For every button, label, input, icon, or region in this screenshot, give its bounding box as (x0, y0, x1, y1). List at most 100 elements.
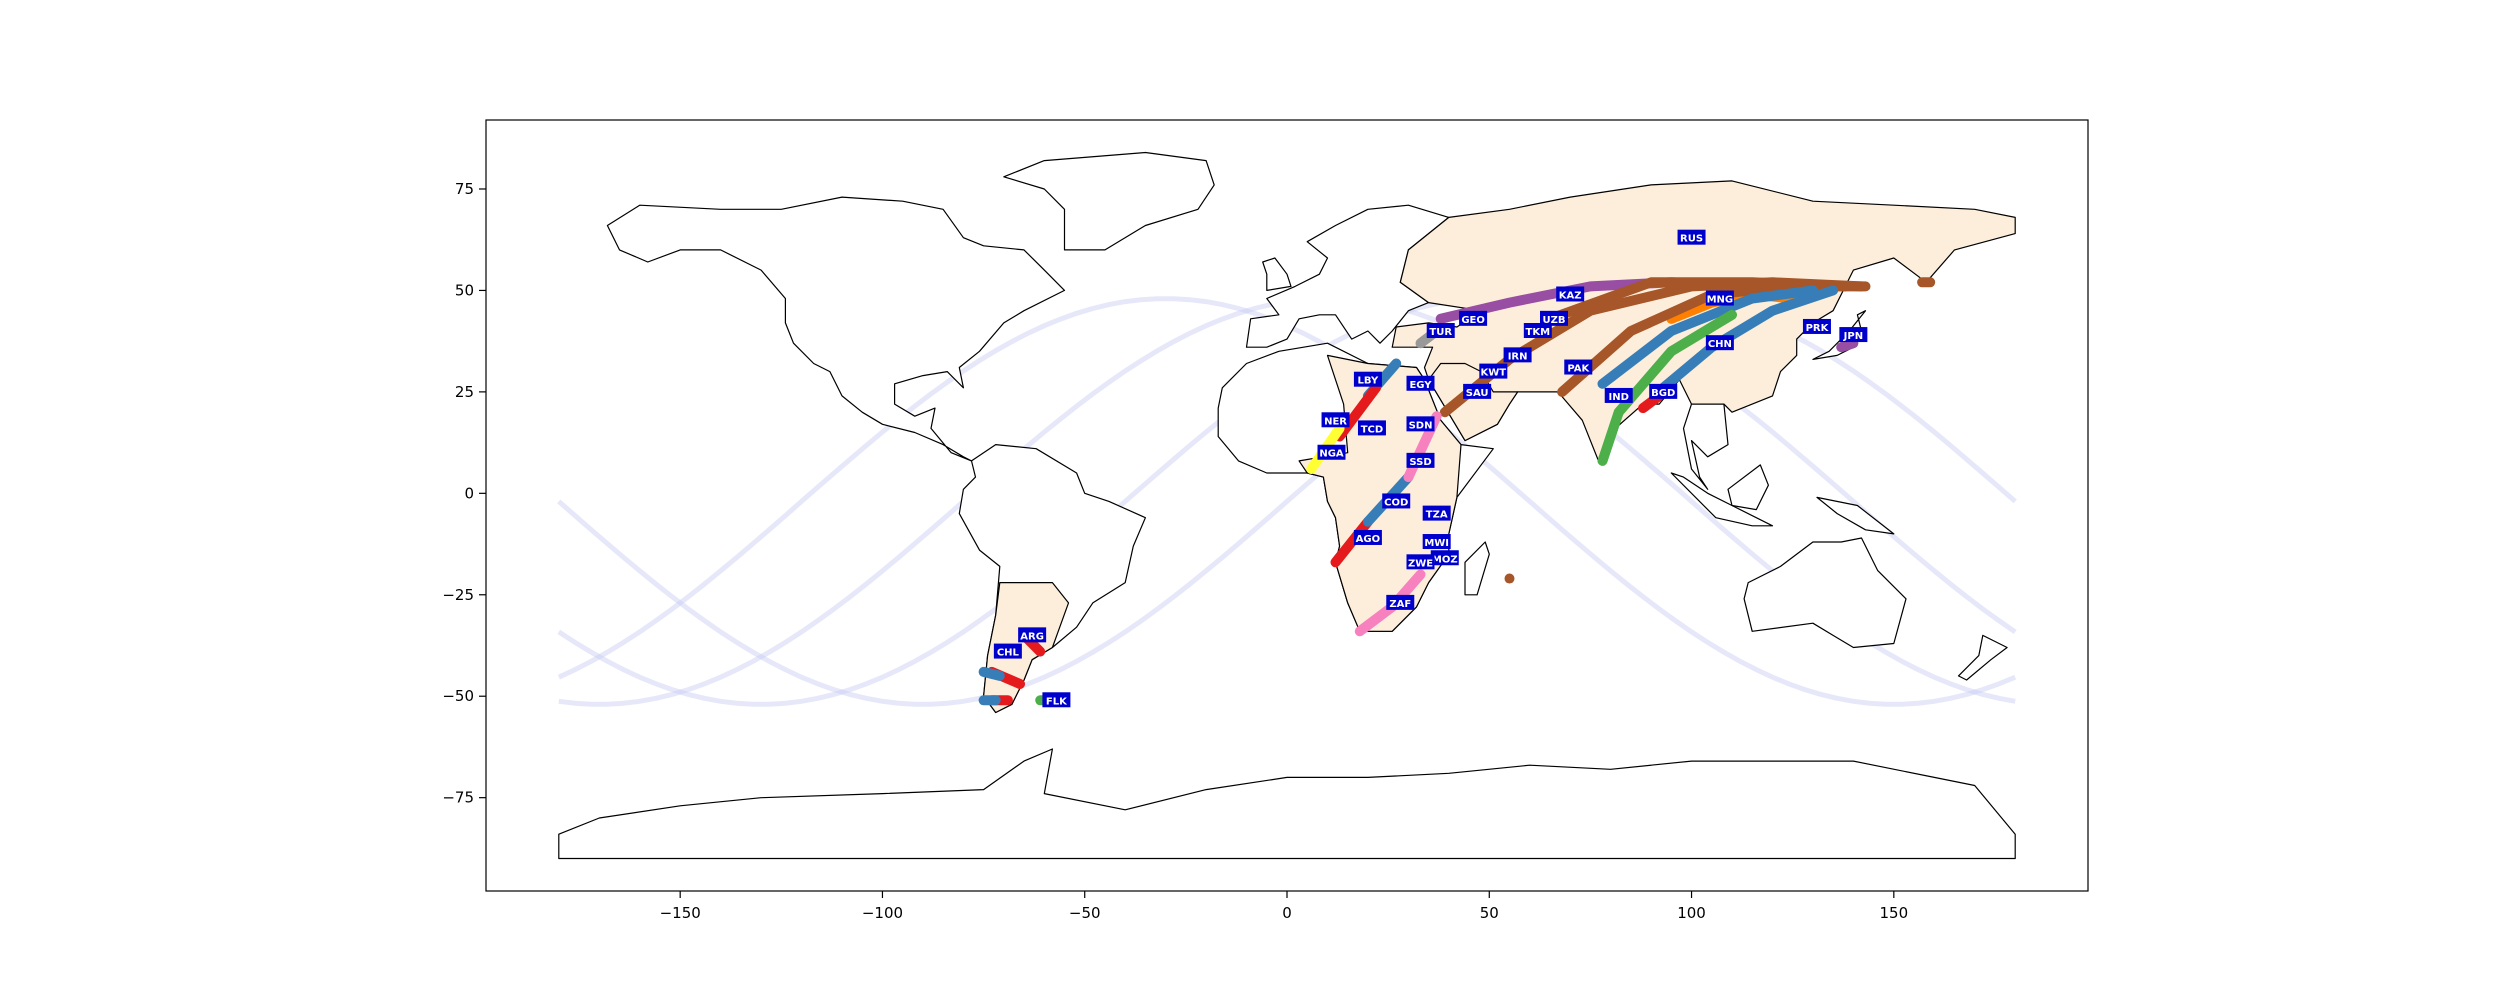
route-line (1597, 309, 1737, 466)
country-label: LBY (1353, 371, 1382, 387)
x-tick-label: 50 (1480, 904, 1499, 922)
country-label-box (1705, 335, 1734, 351)
x-tick-label: 0 (1282, 904, 1292, 922)
country-label-box (1317, 444, 1346, 460)
y-tick-label: 0 (464, 484, 474, 502)
new-guinea-landmass (1816, 496, 1895, 535)
country-label: KWT (1479, 363, 1508, 379)
country-code-text: COD (1384, 497, 1408, 508)
country-label: NER (1321, 412, 1350, 428)
country-label: TZA (1422, 505, 1451, 521)
y-tick-label: 75 (455, 180, 474, 198)
indonesia-landmass (1670, 472, 1774, 527)
country-label-box (1357, 420, 1386, 436)
country-label-box (1459, 310, 1488, 326)
country-label-box (1422, 534, 1451, 550)
country-label-box (1677, 229, 1706, 245)
country-label: IND (1604, 387, 1633, 403)
country-label: ARG (1018, 627, 1047, 643)
antarctica-landmass (558, 748, 2016, 860)
country-label: IRN (1503, 347, 1532, 363)
country-code-text: TKM (1526, 327, 1551, 338)
route-point (1504, 573, 1515, 584)
country-label-box (1353, 529, 1382, 545)
country-label-box (1540, 310, 1568, 326)
y-tick-label: 50 (455, 281, 474, 299)
country-code-text: EGY (1409, 380, 1432, 391)
country-label: SSD (1406, 452, 1435, 468)
country-code-text: PRK (1806, 323, 1830, 334)
route-line (978, 666, 1005, 681)
country-label-box (1406, 452, 1435, 468)
country-label-box (1503, 347, 1532, 363)
x-axis-ticks: −150 −100 −50 0 50 100 150 (660, 891, 1908, 922)
country-code-text: BGD (1651, 388, 1675, 399)
country-code-text: NER (1324, 416, 1347, 427)
country-label-box (1604, 387, 1633, 403)
country-code-text: JPN (1843, 331, 1863, 342)
country-code-text: TZA (1426, 510, 1448, 521)
country-code-text: ARG (1020, 631, 1044, 642)
country-label-box (1018, 627, 1047, 643)
country-code-text: KWT (1481, 368, 1507, 379)
country-code-text: SDN (1409, 420, 1433, 431)
country-label: EGY (1406, 375, 1435, 391)
borneo-landmass (1727, 464, 1769, 511)
country-code-text: IRN (1508, 351, 1528, 362)
x-tick-label: 100 (1677, 904, 1706, 922)
country-label-box (1042, 692, 1071, 708)
country-label-box (1564, 359, 1593, 375)
country-label: NGA (1317, 444, 1346, 460)
y-tick-label: −50 (442, 687, 474, 705)
route-line (1836, 338, 1859, 353)
country-label-box (1839, 327, 1868, 343)
country-label: UZB (1540, 310, 1568, 326)
country-label: CHN (1705, 335, 1734, 351)
country-label: GEO (1459, 310, 1488, 326)
country-label-box (1321, 412, 1350, 428)
country-label: MWI (1422, 534, 1451, 550)
country-label-box (1353, 371, 1382, 387)
country-label: FLK (1042, 692, 1071, 708)
country-label-box (1479, 363, 1508, 379)
x-tick-label: −100 (862, 904, 903, 922)
country-code-text: CHN (1708, 339, 1732, 350)
southeast-asia-landmass (1682, 403, 1729, 490)
country-code-text: SAU (1466, 388, 1489, 399)
country-label: PAK (1564, 359, 1593, 375)
country-code-text: SSD (1409, 457, 1431, 468)
country-label: PRK (1802, 318, 1831, 334)
country-label: TUR (1426, 323, 1455, 339)
country-code-text: ZAF (1389, 599, 1411, 610)
route-line (1597, 285, 1818, 389)
country-code-text: MWI (1424, 538, 1449, 549)
country-label-box (1426, 323, 1455, 339)
country-label-box (1649, 383, 1678, 399)
country-label-box (1556, 286, 1585, 302)
country-label: MOZ (1430, 550, 1459, 566)
route-points (1504, 573, 1515, 584)
country-label: AGO (1353, 529, 1382, 545)
country-label-box (1463, 383, 1492, 399)
country-label: SDN (1406, 416, 1435, 432)
country-label-box (993, 643, 1022, 659)
x-tick-label: −150 (660, 904, 701, 922)
country-label: TCD (1357, 420, 1386, 436)
country-label: KAZ (1556, 286, 1585, 302)
country-label-box (1705, 290, 1734, 306)
new-zealand-landmass (1957, 634, 2008, 681)
country-label: RUS (1677, 229, 1706, 245)
country-code-text: RUS (1680, 234, 1703, 245)
country-label: ZWE (1406, 554, 1435, 570)
country-label-box (1523, 323, 1552, 339)
country-code-text: KAZ (1559, 290, 1582, 301)
country-code-text: GEO (1461, 315, 1485, 326)
country-code-text: PAK (1567, 364, 1590, 375)
british-isles-landmass (1262, 257, 1292, 291)
y-tick-label: 25 (455, 383, 474, 401)
australia-landmass (1743, 537, 1907, 649)
country-label: TKM (1523, 323, 1552, 339)
country-label-box (1386, 594, 1415, 610)
arabia-highlight-landmass (1428, 362, 1519, 442)
